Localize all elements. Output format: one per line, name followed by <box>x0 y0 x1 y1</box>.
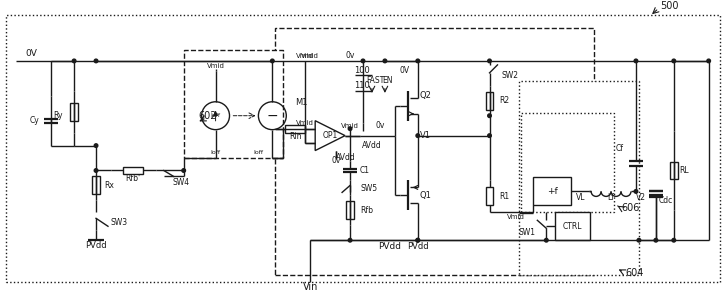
Circle shape <box>95 144 98 147</box>
Circle shape <box>488 134 491 137</box>
Text: 0v: 0v <box>345 51 355 60</box>
Circle shape <box>182 169 185 172</box>
Text: Ioff: Ioff <box>254 150 263 155</box>
Text: Ioff: Ioff <box>211 150 220 155</box>
Circle shape <box>95 169 98 172</box>
Circle shape <box>672 59 675 63</box>
Text: AVdd: AVdd <box>336 153 356 162</box>
Circle shape <box>672 238 675 242</box>
Text: OP1: OP1 <box>323 131 338 140</box>
Text: FAST: FAST <box>366 76 384 85</box>
Bar <box>276 28 594 275</box>
Text: 0v: 0v <box>375 121 385 130</box>
Circle shape <box>637 238 640 242</box>
Text: SW3: SW3 <box>111 218 128 227</box>
Text: 500: 500 <box>660 1 678 11</box>
Text: R2: R2 <box>499 96 510 105</box>
Bar <box>285 125 305 133</box>
Text: CTRL: CTRL <box>563 222 582 231</box>
Text: 110: 110 <box>354 81 370 90</box>
Circle shape <box>348 238 352 242</box>
Text: Q2: Q2 <box>419 91 432 100</box>
Text: C1: C1 <box>360 166 370 175</box>
Circle shape <box>416 238 419 242</box>
Text: Lf: Lf <box>608 193 614 202</box>
Circle shape <box>383 59 387 63</box>
Text: 0v: 0v <box>332 156 341 165</box>
Text: SW2: SW2 <box>502 71 518 80</box>
Text: Vmid: Vmid <box>341 123 359 129</box>
Text: 602: 602 <box>198 111 217 121</box>
Bar <box>555 212 590 240</box>
Text: Vmid: Vmid <box>507 214 524 220</box>
Circle shape <box>545 238 548 242</box>
Circle shape <box>416 59 419 63</box>
Circle shape <box>634 190 638 193</box>
Circle shape <box>348 127 352 130</box>
Text: Vmid: Vmid <box>297 53 314 59</box>
Circle shape <box>416 134 419 137</box>
Circle shape <box>270 59 274 63</box>
Bar <box>70 103 78 121</box>
Bar <box>519 81 639 275</box>
Circle shape <box>707 59 710 63</box>
Text: Vmid: Vmid <box>297 120 314 126</box>
Text: 604: 604 <box>625 268 643 278</box>
Text: SW1: SW1 <box>518 228 535 237</box>
Text: M1: M1 <box>295 98 308 107</box>
Bar <box>486 188 494 206</box>
Text: VL: VL <box>577 193 586 202</box>
Text: V2: V2 <box>636 193 646 202</box>
Circle shape <box>634 59 638 63</box>
Text: Rin: Rin <box>289 132 302 141</box>
Bar <box>521 113 614 212</box>
Text: PVdd: PVdd <box>378 242 401 251</box>
Text: 0V: 0V <box>400 66 410 75</box>
Bar <box>346 201 354 219</box>
Circle shape <box>72 59 76 63</box>
Circle shape <box>95 59 98 63</box>
Text: R1: R1 <box>499 192 510 201</box>
Text: Cdc: Cdc <box>659 196 673 205</box>
Text: Cy: Cy <box>30 116 39 125</box>
Text: PVdd: PVdd <box>407 242 429 251</box>
Text: Ry: Ry <box>54 111 63 120</box>
Text: Vmid: Vmid <box>206 63 225 69</box>
Text: Cf: Cf <box>616 144 624 153</box>
Bar <box>184 50 284 158</box>
Text: −: − <box>267 109 278 123</box>
Text: EN: EN <box>382 76 393 85</box>
Circle shape <box>416 238 419 242</box>
Bar <box>92 176 100 194</box>
Text: SW5: SW5 <box>360 184 377 193</box>
Text: RL: RL <box>679 166 688 175</box>
Circle shape <box>654 238 658 242</box>
Bar <box>534 178 571 206</box>
Text: V1: V1 <box>420 131 431 140</box>
Circle shape <box>488 59 491 63</box>
Text: 100: 100 <box>354 66 370 75</box>
Text: Vmid: Vmid <box>301 53 319 59</box>
Circle shape <box>361 59 365 63</box>
Polygon shape <box>316 121 345 151</box>
Bar <box>7 15 720 282</box>
Text: 0V: 0V <box>25 50 37 58</box>
Bar <box>670 161 678 179</box>
Text: SW4: SW4 <box>173 178 190 187</box>
Circle shape <box>488 114 491 118</box>
Text: Vin: Vin <box>302 282 318 292</box>
Text: Rx: Rx <box>104 181 114 190</box>
Text: Q1: Q1 <box>419 191 432 200</box>
Text: +f: +f <box>547 187 558 196</box>
Text: Rfb: Rfb <box>360 206 373 215</box>
Text: PVdd: PVdd <box>85 241 107 250</box>
Text: AVdd: AVdd <box>362 141 382 150</box>
Text: Rfb': Rfb' <box>125 174 140 183</box>
Bar <box>124 167 143 175</box>
Text: 606: 606 <box>621 203 639 213</box>
Text: Ioff: Ioff <box>211 113 220 118</box>
Bar <box>486 92 494 110</box>
